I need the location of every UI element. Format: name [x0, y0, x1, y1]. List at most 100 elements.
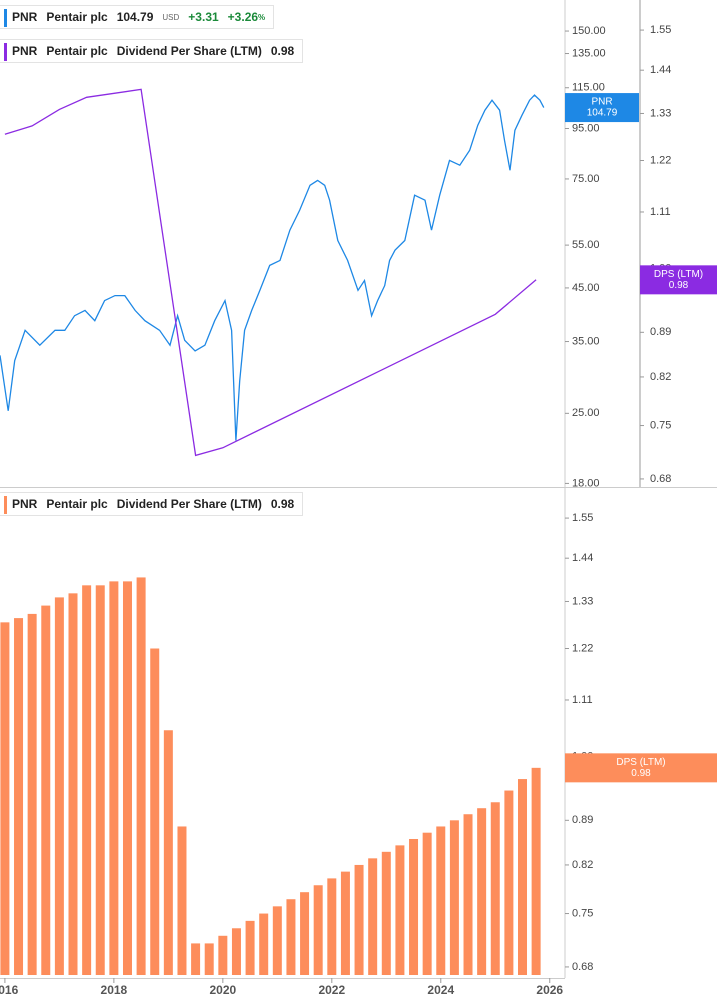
bar — [463, 814, 473, 975]
bar — [436, 826, 446, 975]
legend-name: Pentair plc — [46, 44, 108, 58]
axis-badge-value: 0.98 — [669, 280, 689, 291]
y-tick-label: 1.44 — [650, 64, 671, 76]
axis-badge-value: 104.79 — [587, 108, 618, 119]
x-tick-label: 2016 — [0, 983, 19, 997]
bar — [218, 935, 228, 975]
y-tick-label: 55.00 — [572, 239, 600, 251]
x-tick-label: 2026 — [536, 983, 563, 997]
bar — [163, 730, 173, 975]
legend-value: 0.98 — [270, 497, 295, 511]
legend: PNR Pentair plc 104.79 USD +3.31 +3.26 % — [0, 5, 275, 29]
x-tick-label: 2020 — [209, 983, 236, 997]
y-tick-label: 135.00 — [572, 47, 606, 59]
series-line — [4, 88, 537, 457]
bar — [95, 585, 105, 975]
legend: PNR Pentair plc Dividend Per Share (LTM)… — [0, 492, 304, 516]
bar — [82, 585, 92, 975]
bar — [395, 845, 405, 975]
bar — [477, 808, 487, 975]
legend: PNR Pentair plc Dividend Per Share (LTM)… — [0, 39, 304, 63]
bar — [191, 943, 201, 975]
y-tick-label: 0.89 — [650, 326, 671, 338]
y-tick-label: 1.33 — [572, 595, 593, 607]
axis-badge-value: 0.98 — [631, 768, 651, 779]
y-tick-label: 1.55 — [572, 512, 593, 524]
bar — [449, 820, 459, 975]
bar — [177, 826, 187, 975]
axis-badge — [565, 93, 639, 123]
legend-name: Pentair plc — [46, 497, 108, 511]
y-tick-label: 0.75 — [572, 907, 593, 919]
y-tick-label: 0.82 — [650, 371, 671, 383]
bar — [409, 838, 419, 975]
y-tick-label: 35.00 — [572, 335, 600, 347]
bar — [518, 779, 528, 975]
legend-price: 104.79 — [116, 10, 154, 24]
bar — [41, 605, 51, 975]
y-tick-label: 45.00 — [572, 282, 600, 294]
bar — [27, 613, 37, 975]
legend-ticker: PNR — [12, 10, 38, 24]
y-tick-label: 0.68 — [572, 961, 593, 973]
bar — [354, 864, 364, 975]
y-tick-label: 1.22 — [572, 642, 593, 654]
legend-swatch — [4, 9, 7, 27]
bar — [340, 871, 350, 975]
y-tick-label: 0.89 — [572, 814, 593, 826]
x-tick-label: 2024 — [427, 983, 454, 997]
bar — [368, 858, 378, 975]
axis-badge — [565, 753, 717, 783]
bar — [381, 851, 391, 975]
y-tick-label: 1.11 — [572, 694, 593, 706]
legend-ticker: PNR — [12, 44, 38, 58]
bar — [504, 790, 514, 975]
y-tick-label: 1.44 — [572, 552, 593, 564]
y-tick-label: 115.00 — [572, 82, 605, 94]
bar — [150, 648, 160, 975]
bar — [286, 899, 296, 975]
y-tick-label: 1.11 — [650, 206, 671, 218]
y-tick-label: 95.00 — [572, 122, 600, 134]
axis-badge-label: PNR — [591, 97, 612, 108]
x-tick-label: 2018 — [101, 983, 128, 997]
legend-change-unit: % — [258, 12, 266, 22]
bar — [313, 885, 323, 975]
legend-name: Pentair plc — [46, 10, 108, 24]
legend-metric: Dividend Per Share (LTM) — [116, 497, 262, 511]
bar — [300, 892, 310, 975]
bar — [231, 928, 241, 975]
bar — [327, 878, 337, 975]
legend-change: +3.31 — [188, 10, 219, 24]
legend-change-pct: +3.26 — [227, 10, 259, 24]
y-tick-label: 0.68 — [650, 473, 671, 485]
bar — [422, 832, 432, 975]
legend-swatch — [4, 496, 7, 514]
y-tick-label: 75.00 — [572, 173, 600, 185]
legend-currency: USD — [162, 12, 180, 22]
axis-badge-label: DPS (LTM) — [654, 269, 703, 280]
bar — [54, 597, 64, 975]
y-tick-label: 18.00 — [572, 477, 600, 489]
bar — [531, 767, 541, 975]
series-line — [0, 94, 545, 441]
legend-metric: Dividend Per Share (LTM) — [116, 44, 262, 58]
y-tick-label: 150.00 — [572, 25, 606, 37]
y-tick-label: 1.22 — [650, 154, 671, 166]
bar — [14, 618, 24, 975]
bar — [259, 913, 269, 975]
bar — [245, 920, 255, 975]
bar — [204, 943, 214, 975]
bar — [122, 581, 132, 975]
legend-ticker: PNR — [12, 497, 38, 511]
bar — [136, 577, 146, 975]
y-tick-label: 0.75 — [650, 419, 671, 431]
y-tick-label: 1.55 — [650, 24, 671, 36]
legend-value: 0.98 — [270, 44, 295, 58]
axis-badge-label: DPS (LTM) — [616, 757, 665, 768]
axis-badge — [640, 265, 717, 295]
y-tick-label: 1.33 — [650, 107, 671, 119]
y-tick-label: 0.82 — [572, 859, 593, 871]
